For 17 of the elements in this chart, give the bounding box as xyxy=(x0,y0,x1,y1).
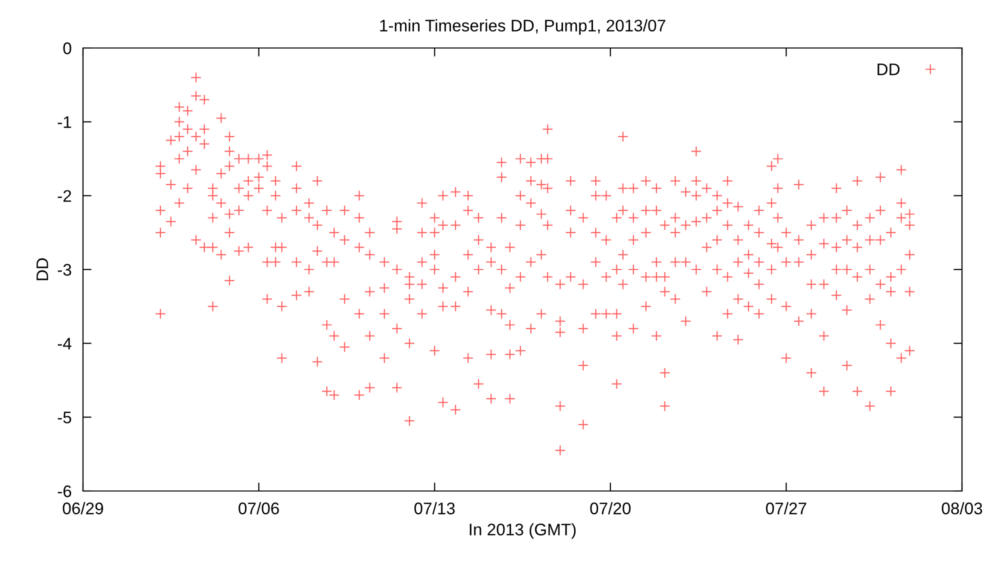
y-tick-label: -3 xyxy=(58,264,72,276)
y-tick-label: -2 xyxy=(58,190,72,202)
y-tick-label: -4 xyxy=(58,338,72,350)
y-tick-label: 0 xyxy=(63,42,72,54)
y-tick-label: -1 xyxy=(58,116,72,128)
y-tick-label: -6 xyxy=(58,485,72,498)
y-axis-title: DD xyxy=(36,258,48,280)
x-tick-label: 07/06 xyxy=(238,502,279,514)
x-tick-label: 06/29 xyxy=(62,502,104,514)
x-tick-label: 07/20 xyxy=(590,502,631,514)
x-axis-title: In 2013 (GMT) xyxy=(470,523,576,539)
legend-label: DD xyxy=(878,64,900,76)
y-tick-label: -5 xyxy=(58,412,72,424)
chart-title: 1-min Timeseries DD, Pump1, 2013/07 xyxy=(380,19,666,35)
x-tick-label: 07/27 xyxy=(766,502,806,514)
x-tick-label: 07/13 xyxy=(414,502,455,514)
x-tick-label: 08/03 xyxy=(942,502,982,514)
